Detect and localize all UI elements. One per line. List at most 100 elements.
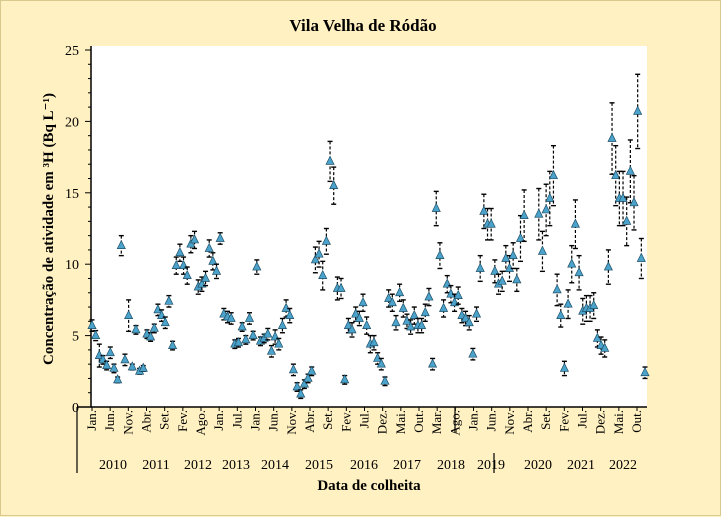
- triangle-marker: [288, 364, 298, 374]
- data-point: [439, 299, 449, 318]
- data-point: [475, 254, 485, 283]
- data-point: [548, 144, 559, 207]
- data-point: [164, 294, 174, 308]
- data-point: [369, 334, 379, 351]
- data-point: [563, 289, 573, 320]
- x-tick-label-month: Fev.: [338, 410, 353, 432]
- data-point: [541, 183, 551, 237]
- triangle-marker: [625, 165, 635, 175]
- data-point: [124, 299, 134, 333]
- data-point: [391, 314, 401, 331]
- x-tick-label-month: Nov.: [502, 410, 517, 435]
- triangle-marker: [439, 302, 449, 312]
- triangle-marker: [428, 358, 438, 368]
- triangle-marker: [204, 242, 214, 252]
- triangle-marker: [541, 204, 551, 214]
- triangle-marker: [237, 321, 247, 331]
- triangle-marker: [292, 381, 302, 391]
- triangle-marker: [347, 324, 357, 334]
- x-tick-label-month: Jun.: [484, 410, 499, 431]
- triangle-marker: [168, 339, 178, 349]
- data-point: [611, 144, 621, 207]
- triangle-marker: [446, 288, 456, 298]
- triangle-marker: [600, 342, 610, 352]
- data-point: [435, 242, 445, 270]
- triangle-marker: [376, 358, 386, 368]
- data-point: [417, 317, 427, 334]
- data-point: [354, 310, 364, 327]
- triangle-marker: [182, 269, 192, 279]
- triangle-marker: [431, 202, 441, 212]
- data-point: [307, 365, 317, 377]
- x-tick-label-month: Nov.: [120, 410, 135, 435]
- data-point: [471, 306, 482, 323]
- triangle-marker: [318, 269, 328, 279]
- x-tick-label-month: Set.: [157, 410, 172, 430]
- triangle-marker: [519, 209, 529, 219]
- x-tick-label-year: 2014: [261, 458, 289, 473]
- triangle-marker: [468, 348, 478, 358]
- data-point: [479, 193, 489, 230]
- data-point: [567, 244, 577, 284]
- triangle-marker: [556, 309, 566, 319]
- triangle-marker: [629, 197, 639, 207]
- x-tick-label-month: Ago.: [193, 410, 208, 436]
- triangle-marker: [215, 232, 225, 242]
- triangle-marker: [479, 205, 489, 215]
- triangle-marker: [640, 366, 650, 377]
- x-tick-label-month: Jul.: [357, 410, 372, 428]
- x-tick-label-month: Nov.: [284, 410, 299, 435]
- y-tick-label: 15: [65, 187, 79, 202]
- triangle-marker: [160, 316, 170, 327]
- data-point: [237, 321, 247, 333]
- data-point: [211, 263, 222, 280]
- data-point: [102, 359, 112, 371]
- data-point: [504, 254, 515, 283]
- triangle-marker: [406, 321, 416, 331]
- triangle-marker: [611, 169, 621, 180]
- x-tick-label-year: 2020: [524, 458, 552, 473]
- triangle-marker: [501, 252, 511, 262]
- triangle-marker: [281, 302, 291, 312]
- x-tick-label-month: Jan.: [84, 410, 99, 431]
- triangle-marker: [633, 105, 643, 115]
- data-point: [91, 329, 101, 342]
- data-point: [244, 312, 255, 325]
- triangle-marker: [321, 235, 331, 245]
- triangle-marker: [113, 374, 123, 384]
- triangle-marker: [146, 331, 156, 341]
- triangle-marker: [504, 262, 515, 272]
- triangle-marker: [102, 359, 112, 369]
- data-point: [116, 234, 126, 257]
- data-point: [431, 190, 441, 227]
- data-point: [347, 322, 357, 338]
- triangle-marker: [398, 302, 408, 312]
- data-point: [105, 346, 115, 360]
- data-point: [512, 267, 522, 293]
- data-point: [376, 357, 386, 371]
- y-tick-label: 20: [65, 115, 79, 130]
- triangle-marker: [497, 275, 507, 285]
- triangle-marker: [515, 232, 526, 242]
- triangle-marker: [274, 338, 284, 348]
- x-tick-label-year: 2022: [609, 458, 637, 473]
- data-point: [640, 366, 650, 380]
- data-point: [424, 287, 434, 307]
- triangle-marker: [548, 169, 559, 180]
- x-tick-label-year: 2013: [222, 458, 250, 473]
- data-point: [358, 293, 368, 313]
- triangle-marker: [460, 312, 471, 322]
- triangle-marker: [303, 372, 313, 382]
- data-point: [113, 374, 123, 384]
- data-point: [310, 246, 320, 274]
- y-tick-label: 10: [65, 258, 79, 273]
- data-point: [589, 292, 599, 320]
- triangle-marker: [138, 362, 148, 372]
- data-point: [318, 260, 328, 291]
- triangle-marker: [211, 265, 222, 275]
- data-point: [622, 196, 632, 247]
- data-point: [603, 249, 613, 285]
- data-point: [464, 314, 474, 331]
- triangle-marker: [589, 299, 599, 309]
